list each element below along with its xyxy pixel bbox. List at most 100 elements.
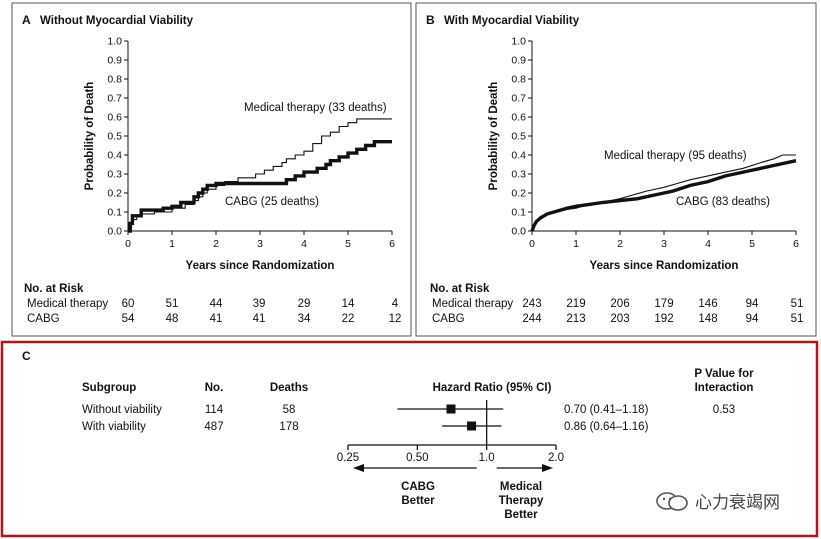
risk-row-label: CABG xyxy=(432,313,465,325)
row-subgroup: With viability xyxy=(82,421,146,433)
panel-b-title: With Myocardial Viability xyxy=(444,15,580,27)
y-tick-label: 0.0 xyxy=(511,226,526,238)
x-tick-label: 3 xyxy=(661,238,667,250)
y-tick-label: 0.3 xyxy=(107,169,122,181)
risk-value: 39 xyxy=(253,298,266,310)
risk-value: 146 xyxy=(698,298,717,310)
y-tick-label: 0.5 xyxy=(107,131,122,143)
x-tick-label: 0 xyxy=(529,238,535,250)
risk-value: 34 xyxy=(298,313,311,325)
arrow-left-head xyxy=(353,464,364,472)
x-tick-label: 1 xyxy=(169,238,175,250)
y-tick-label: 0.7 xyxy=(107,93,122,105)
x-tick-label: 5 xyxy=(345,238,351,250)
y-axis-title: Probability of Death xyxy=(84,82,96,191)
y-tick-label: 0.3 xyxy=(511,169,526,181)
risk-value: 41 xyxy=(210,313,223,325)
x-axis-title: Years since Randomization xyxy=(590,260,739,272)
left-direction-label: Better xyxy=(401,495,435,507)
risk-value: 29 xyxy=(298,298,311,310)
panel-a-plot: 0.0 0.1 0.2 0.3 0.4 0.5 0.6 0.7 0.8 0.9 1.0 0 1 2 3 4 5 6… xyxy=(84,36,395,273)
risk-value: 179 xyxy=(654,298,673,310)
series-line-medical-therapy xyxy=(128,118,392,232)
y-tick-label: 0.4 xyxy=(511,150,526,162)
forest-tick-label: 2.0 xyxy=(548,452,564,464)
series-label-medical-therapy: Medical therapy (33 deaths) xyxy=(244,102,387,114)
risk-row-label: Medical therapy xyxy=(432,298,513,310)
x-tick-label: 1 xyxy=(573,238,579,250)
left-direction-label: CABG xyxy=(401,481,435,493)
watermark-text: 心力衰竭网 xyxy=(695,493,780,513)
panel-b-letter: B xyxy=(426,13,435,27)
risk-value: 51 xyxy=(791,313,804,325)
panel-a-risk-heading: No. at Risk xyxy=(24,283,84,295)
y-tick-label: 0.0 xyxy=(107,226,122,238)
risk-row-label: Medical therapy xyxy=(27,298,108,310)
x-tick-label: 6 xyxy=(389,238,395,250)
forest-tick-label: 0.25 xyxy=(337,452,359,464)
series-line-cabg xyxy=(128,140,392,233)
y-tick-label: 0.9 xyxy=(107,55,122,67)
y-tick-label: 0.5 xyxy=(511,131,526,143)
col-header-no: No. xyxy=(205,382,224,394)
y-tick-label: 0.8 xyxy=(511,74,526,86)
risk-value: 148 xyxy=(698,313,717,325)
x-tick-label: 3 xyxy=(257,238,263,250)
risk-value: 14 xyxy=(342,298,355,310)
row-hr-text: 0.70 (0.41–1.18) xyxy=(564,404,649,416)
panel-b-plot: 0.0 0.1 0.2 0.3 0.4 0.5 0.6 0.7 0.8 0.9 1.0 0 1 2 3 4 5 6… xyxy=(488,36,799,273)
y-tick-label: 0.7 xyxy=(511,93,526,105)
risk-row-label: CABG xyxy=(27,313,60,325)
watermark: 心力衰竭网 xyxy=(655,488,780,513)
row-deaths: 178 xyxy=(279,421,298,433)
x-tick-label: 6 xyxy=(793,238,799,250)
row-p-value: 0.53 xyxy=(713,404,735,416)
risk-value: 51 xyxy=(166,298,179,310)
col-header-deaths: Deaths xyxy=(270,382,308,394)
risk-value: 12 xyxy=(389,313,402,325)
y-tick-label: 0.8 xyxy=(107,74,122,86)
panel-a-letter: A xyxy=(22,13,31,27)
x-tick-label: 2 xyxy=(617,238,623,250)
y-tick-label: 0.6 xyxy=(511,112,526,124)
y-tick-label: 0.2 xyxy=(511,188,526,200)
risk-value: 203 xyxy=(610,313,629,325)
series-label-medical-therapy: Medical therapy (95 deaths) xyxy=(604,150,747,162)
y-tick-label: 0.4 xyxy=(107,150,122,162)
y-tick-label: 0.2 xyxy=(107,188,122,200)
forest-plot: Without viability 114 58 0.70 (0.41–1.18) 0.… xyxy=(82,400,735,521)
forest-tick-label: 0.50 xyxy=(406,452,428,464)
right-direction-label: Medical xyxy=(500,481,542,493)
row-deaths: 58 xyxy=(283,404,296,416)
risk-value: 244 xyxy=(522,313,542,325)
y-tick-label: 0.1 xyxy=(107,207,122,219)
risk-value: 94 xyxy=(746,313,759,325)
risk-value: 54 xyxy=(122,313,135,325)
risk-value: 22 xyxy=(342,313,355,325)
risk-value: 192 xyxy=(654,313,673,325)
hr-marker xyxy=(467,421,477,431)
panel-c-frame xyxy=(0,340,819,538)
col-header-subgroup: Subgroup xyxy=(82,382,136,394)
y-tick-label: 1.0 xyxy=(511,36,526,48)
risk-value: 213 xyxy=(566,313,585,325)
arrow-right-head xyxy=(542,464,553,472)
x-tick-label: 2 xyxy=(213,238,219,250)
panel-a-risk-table: Medical therapy 60 51 44 39 29 14 4 CABG 54 48 41 41… xyxy=(27,298,401,325)
col-header-hazard-ratio: Hazard Ratio (95% CI) xyxy=(433,382,552,394)
col-header-p-line1: P Value for xyxy=(694,368,754,380)
row-hr-text: 0.86 (0.64–1.16) xyxy=(564,421,649,433)
risk-value: 60 xyxy=(122,298,135,310)
panel-b-risk-heading: No. at Risk xyxy=(430,283,490,295)
risk-value: 4 xyxy=(392,298,399,310)
panel-c-letter: C xyxy=(22,349,31,363)
row-no: 114 xyxy=(205,404,224,416)
x-tick-label: 5 xyxy=(749,238,755,250)
risk-value: 219 xyxy=(566,298,585,310)
x-tick-label: 0 xyxy=(125,238,131,250)
row-subgroup: Without viability xyxy=(82,404,162,416)
series-label-cabg: CABG (25 deaths) xyxy=(225,196,319,208)
y-tick-label: 0.6 xyxy=(107,112,122,124)
hr-marker xyxy=(446,404,456,414)
